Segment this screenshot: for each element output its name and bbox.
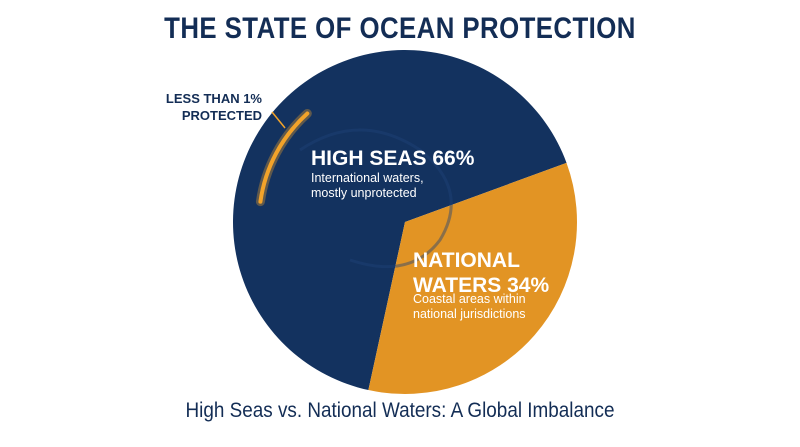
pie-slice-high-seas xyxy=(232,49,567,391)
protected-arc xyxy=(258,111,310,204)
wave-watermark-icon xyxy=(299,128,453,269)
desc-national-waters-1: Coastal areas within xyxy=(413,292,526,306)
annotation-line-2: PROTECTED xyxy=(182,108,262,123)
chart-title: THE STATE OF OCEAN PROTECTION xyxy=(164,12,636,45)
desc-high-seas-2: mostly unprotected xyxy=(311,186,417,200)
callout-leader-line xyxy=(271,111,286,129)
label-high-seas: HIGH SEAS 66% xyxy=(311,147,475,170)
pie-slice-national-waters xyxy=(368,162,577,394)
desc-high-seas-1: International waters, xyxy=(311,171,424,185)
label-national-waters-2: WATERS 34% xyxy=(413,274,549,297)
desc-national-waters-2: national jurisdictions xyxy=(413,307,526,321)
label-national-waters-1: NATIONAL xyxy=(413,249,520,272)
chart-subtitle: High Seas vs. National Waters: A Global … xyxy=(185,399,615,422)
annotation-line-1: LESS THAN 1% xyxy=(166,91,263,106)
